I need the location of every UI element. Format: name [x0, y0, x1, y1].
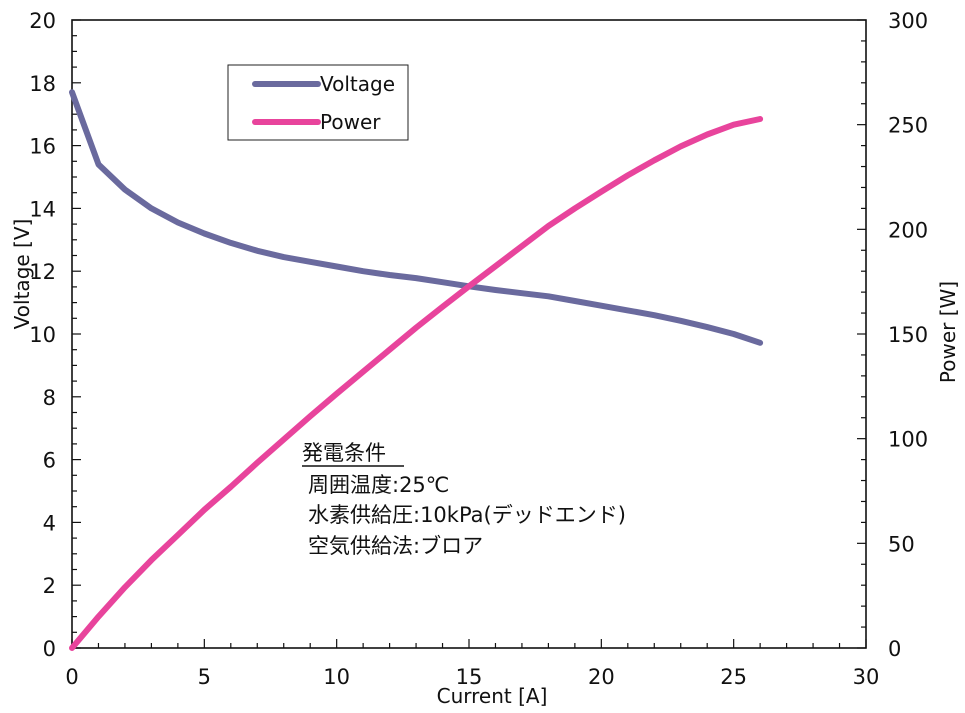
y2-tick-label: 0: [888, 637, 901, 661]
x-axis-title: Current [A]: [437, 684, 548, 708]
x-tick-label: 10: [323, 665, 350, 689]
y-tick-label: 14: [29, 197, 56, 221]
legend-label-power: Power: [320, 110, 381, 134]
legend-box: [227, 64, 409, 141]
y-axis-title: Voltage [V]: [10, 219, 34, 330]
legend-label-voltage: Voltage: [320, 72, 395, 96]
legend: Voltage Power: [227, 64, 409, 141]
y2-tick-label: 50: [888, 532, 915, 556]
y-axis-ticks: 0 2 4 6 8 10 12 14 16 18 20: [29, 9, 81, 661]
annotation-line-2: 水素供給圧:10kPa(デッドエンド): [308, 503, 626, 527]
x-tick-label: 30: [853, 665, 880, 689]
y2-axis-ticks: 0 50 100 150 200 250 300: [857, 9, 928, 661]
x-tick-label: 0: [65, 665, 78, 689]
y-tick-label: 2: [43, 574, 56, 598]
series-line-voltage: [69, 89, 764, 346]
y2-tick-label: 250: [888, 114, 928, 138]
y2-axis-title: Power [W]: [936, 281, 960, 383]
y-tick-label: 16: [29, 135, 56, 159]
y-tick-label: 8: [43, 386, 56, 410]
annotation-line-3: 空気供給法:ブロア: [308, 534, 483, 558]
y-tick-label: 18: [29, 72, 56, 96]
y2-tick-label: 300: [888, 9, 928, 33]
x-tick-label: 20: [588, 665, 615, 689]
y-tick-label: 6: [43, 449, 56, 473]
annotation-line-1: 周囲温度:25℃: [308, 473, 449, 497]
y-tick-label: 12: [29, 260, 56, 284]
y-tick-label: 0: [43, 637, 56, 661]
series-lines: [69, 89, 764, 651]
series-line-power: [69, 116, 764, 651]
conditions-annotation: 発電条件 周囲温度:25℃ 水素供給圧:10kPa(デッドエンド) 空気供給法:…: [302, 441, 626, 558]
y-tick-label: 20: [29, 9, 56, 33]
x-tick-label: 25: [720, 665, 747, 689]
annotation-heading: 発電条件: [302, 441, 386, 465]
x-tick-label: 15: [456, 665, 483, 689]
x-axis-ticks: 0 5 10 15 20 25 30: [65, 639, 879, 689]
y2-tick-label: 100: [888, 428, 928, 452]
x-tick-label: 5: [198, 665, 211, 689]
y2-tick-label: 150: [888, 323, 928, 347]
y-tick-label: 4: [43, 511, 56, 535]
y-tick-label: 10: [29, 323, 56, 347]
y2-tick-label: 200: [888, 218, 928, 242]
